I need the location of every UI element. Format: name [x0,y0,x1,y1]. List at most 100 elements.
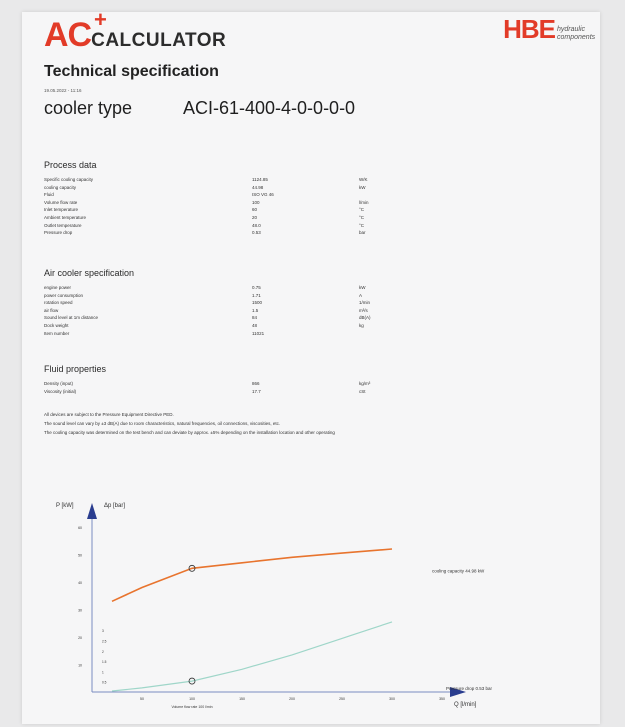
table-row: rotation speed 1500 1/min [44,300,564,308]
row-value: 100 [252,199,260,205]
row-unit: A [359,292,363,298]
pressure-operating-point [188,677,196,685]
table-row: Volume flow rate 100 l/min [44,200,564,208]
row-value: 48.0 [252,222,261,228]
x-marker-label: Volume flow rate 100 l/min [171,705,212,709]
row-value: 17.7 [252,388,261,394]
table-row: power consumption 1.71 A [44,293,564,301]
y-tick-label-right: 1.5 [102,660,107,664]
table-row: Sound level at 1m distance 84 dB(A) [44,315,564,323]
hbe-brand-text: HBE [503,14,556,44]
footnote: The sound level can vary by ±3 dB(A) due… [44,421,281,426]
x-tick-label: 250 [339,697,345,701]
row-unit: kW [359,184,366,190]
row-unit: cSt [359,388,366,394]
y-axis-label-right: Δp [bar] [104,503,125,509]
hbe-subtitle: hydraulic components [557,26,596,41]
table-row: air flow 1.5 m³/s [44,308,564,316]
row-unit: W/K [359,177,368,182]
x-tick-label: 200 [289,697,295,701]
row-unit: dB(A) [359,315,371,321]
logo-ac-text: AC [44,16,92,54]
footnote: The cooling capacity was determined on t… [44,430,335,435]
row-value: ISO VG 46 [252,192,274,198]
cooler-type-value: ACI-61-400-4-0-0-0-0 [183,98,356,118]
row-label: cooling capacity [44,184,77,190]
table-row: Item number 11021 [44,331,564,339]
x-tick-label: 50 [140,697,144,701]
table-row: Fluid ISO VG 46 [44,192,564,200]
table-row: Outlet temperature 48.0 °C [44,223,564,231]
row-label: Sound level at 1m distance [44,315,99,321]
row-unit: 1/min [359,300,371,306]
row-label: Specific cooling capacity [44,177,94,182]
table-row: Pressure drop 0.53 bar [44,230,564,238]
row-label: Viscosity (initial) [44,388,77,394]
row-value: 0.53 [252,230,261,236]
row-value: 60 [252,207,258,213]
table-row: Inlet temperature 60 °C [44,207,564,215]
row-value: 48 [252,323,258,328]
x-axis-label: Q [l/min] [454,702,477,708]
logo-plus-icon: + [94,7,107,32]
y-tick-label-right: 3 [102,629,104,633]
timestamp: 19.05.2022 - 11:16 [44,88,82,93]
x-tick-label: 100 [189,697,195,701]
row-unit: kg/m³ [359,381,371,386]
row-label: engine power [44,285,72,290]
row-value: 20 [252,215,258,220]
row-unit: m³/s [359,307,368,313]
y-tick-label: 10 [78,664,82,668]
row-value: 44.98 [252,184,264,190]
row-value: 1124.85 [252,177,268,182]
row-label: Outlet temperature [44,222,82,228]
hbe-logo: HBE hydraulic components [503,16,601,42]
table-row: Density (input) 866 kg/m³ [44,381,564,389]
y-tick-label: 20 [78,636,82,640]
footnote: All devices are subject to the Pressure … [44,412,174,417]
table-row: cooling capacity 44.98 kW [44,185,564,193]
document-page [22,12,600,724]
row-value: 866 [252,381,260,386]
table-row: Dock weight 48 kg [44,323,564,331]
y-tick-label: 30 [78,609,82,613]
table-row: Viscosity (initial) 17.7 cSt [44,389,564,397]
x-tick-label: 150 [239,697,245,701]
row-value: 1500 [252,300,263,306]
y-tick-label: 50 [78,554,82,558]
row-label: power consumption [44,292,84,298]
series-label-pressure: Pressure drop 0.53 bar [446,686,493,691]
logo-calculator-text: CALCULATOR [91,30,227,51]
row-label: Inlet temperature [44,207,79,213]
row-value: 1.71 [252,292,261,298]
table-row: Ambient temperature 20 °C [44,215,564,223]
air-cooler-spec-heading: Air cooler specification [44,268,135,278]
series-label-capacity: cooling capacity 44.98 kW [432,568,485,573]
row-label: Pressure drop [44,230,73,236]
cooling-capacity-line [111,548,393,603]
row-label: air flow [44,307,59,313]
y-tick-label-right: 2 [102,650,104,654]
ac-calculator-logo: ACCALCULATOR + [44,7,227,54]
row-unit: kg [359,323,364,328]
table-row: engine power 0.75 kW [44,285,564,293]
y-tick-label-right: 0.5 [102,681,107,685]
capacity-operating-point [188,564,196,572]
y-axis-label-left: P [kW] [56,503,74,509]
y-tick-label-right: 2.5 [102,639,107,643]
row-value: 1.5 [252,307,259,313]
row-unit: kW [359,285,366,290]
row-label: Density (input) [44,381,74,386]
row-unit: °C [359,215,365,220]
page-title: Technical specification [44,63,219,80]
row-value: 11021 [252,330,265,336]
cooler-type-label: cooler type [44,98,133,118]
row-label: Volume flow rate [44,199,78,205]
row-value: 0.75 [252,285,261,290]
y-tick-label: 60 [78,526,82,530]
y-axis-arrow-icon [87,503,97,519]
row-label: Item number [44,330,70,336]
x-axis-arrow-icon [450,687,466,697]
row-unit: bar [359,230,366,236]
